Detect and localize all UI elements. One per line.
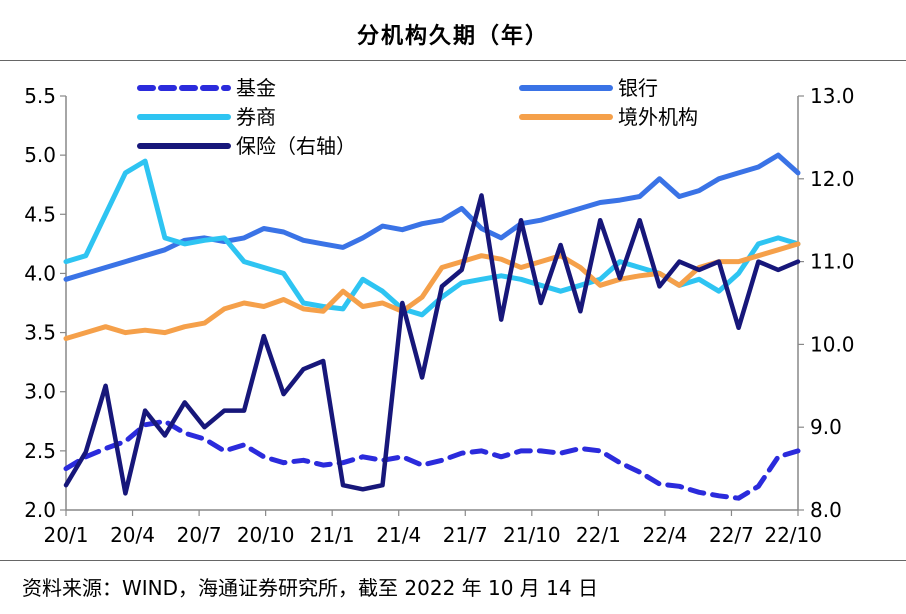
bottom-divider — [0, 560, 906, 561]
axes: 2.0 2.5 3.0 3.5 4.0 4.5 5.0 5.5 8.0 9.0 10.0 11.0 12… — [24, 84, 854, 547]
x-tick-label: 22/1 — [576, 523, 621, 547]
series-lines — [63, 152, 801, 501]
left-tick-label: 3.5 — [24, 321, 56, 345]
series-line-3 — [63, 241, 801, 341]
series-line-0 — [63, 418, 801, 501]
left-tick-label: 2.0 — [24, 498, 56, 522]
legend-item: 境外机构 — [519, 105, 698, 129]
right-tick-label: 9.0 — [810, 415, 842, 439]
x-tick-label: 22/7 — [709, 523, 754, 547]
right-tick-label: 12.0 — [810, 167, 855, 191]
left-tick-label: 3.0 — [24, 380, 56, 404]
legend-label: 保险（右轴） — [236, 134, 356, 158]
right-tick-label: 10.0 — [810, 332, 855, 356]
legend-item: 保险（右轴） — [137, 134, 356, 158]
legend-item: 银行 — [519, 76, 658, 100]
x-tick-label: 20/7 — [177, 523, 222, 547]
left-tick-label: 2.5 — [24, 439, 56, 463]
left-tick-label: 4.0 — [24, 261, 56, 285]
x-tick-label: 21/10 — [503, 523, 561, 547]
legend-label: 基金 — [236, 76, 276, 100]
left-tick-label: 4.5 — [24, 202, 56, 226]
series-line-2 — [63, 158, 801, 318]
left-tick-label: 5.0 — [24, 143, 56, 167]
series-line-1 — [63, 152, 801, 282]
legend-label: 银行 — [618, 76, 658, 100]
right-tick-label: 8.0 — [810, 498, 842, 522]
x-tick-label: 22/10 — [764, 523, 822, 547]
x-tick-label: 20/1 — [44, 523, 89, 547]
x-tick-label: 21/7 — [443, 523, 488, 547]
legend-label: 境外机构 — [618, 105, 698, 129]
right-tick-label: 11.0 — [810, 250, 855, 274]
legend-item: 券商 — [137, 105, 276, 129]
right-tick-label: 13.0 — [810, 84, 855, 108]
series-line-4 — [63, 193, 801, 496]
legend-item: 基金 — [137, 76, 276, 100]
source-note: 资料来源：WIND，海通证券研究所，截至 2022 年 10 月 14 日 — [22, 576, 598, 600]
x-tick-label: 21/4 — [376, 523, 421, 547]
x-tick-label: 20/10 — [237, 523, 295, 547]
left-tick-label: 5.5 — [24, 84, 56, 108]
chart-title: 分机构久期（年） — [356, 24, 549, 49]
legend-label: 券商 — [236, 105, 276, 129]
x-tick-label: 20/4 — [110, 523, 155, 547]
top-divider — [0, 60, 906, 61]
x-tick-label: 22/4 — [642, 523, 687, 547]
x-tick-label: 21/1 — [310, 523, 355, 547]
